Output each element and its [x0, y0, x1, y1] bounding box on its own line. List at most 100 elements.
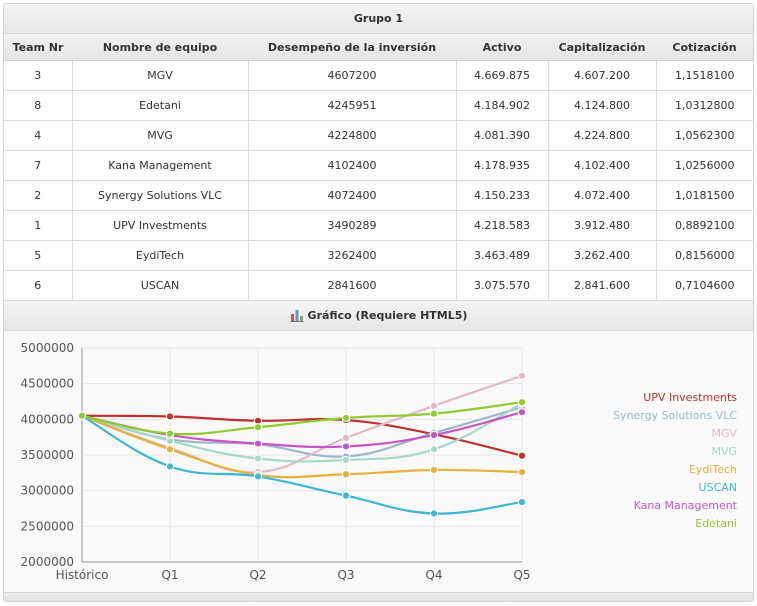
data-point-mvg	[341, 455, 351, 465]
series-line-edetani	[81, 401, 523, 436]
cell-quotation: 1,1518100	[656, 60, 753, 91]
cell-assets: 4.218.583	[456, 210, 549, 241]
data-point-eyditech	[517, 468, 527, 477]
series-line-mgv	[81, 374, 523, 474]
cell-performance: 4102400	[248, 150, 457, 181]
cell-team-nr: 5	[4, 240, 73, 271]
data-point-uscan	[517, 497, 527, 507]
cell-team-name: Edetani	[72, 90, 249, 121]
data-point-uscan	[429, 509, 439, 518]
cell-team-name: USCAN	[72, 270, 249, 301]
y-tick-label: 2000000	[21, 555, 74, 569]
data-point-mvg	[429, 445, 439, 454]
series-line-mvg	[81, 402, 523, 463]
legend-item-upv-investments[interactable]: UPV Investments	[643, 391, 737, 404]
chart-area: 5000000 4500000 4000000 3500000 3000000 25000…	[4, 331, 753, 599]
cell-team-name: UPV Investments	[72, 210, 249, 241]
legend-item-synergy-solutions-vlc[interactable]: Synergy Solutions VLC	[613, 409, 737, 422]
cell-performance: 4224800	[248, 120, 457, 151]
cell-quotation: 1,0181500	[656, 180, 753, 211]
cell-capitalization: 4.102.400	[548, 150, 657, 181]
cell-performance: 4607200	[248, 60, 457, 91]
cell-capitalization: 4.224.800	[548, 120, 657, 151]
col-header-capitalization[interactable]: Capitalización	[548, 34, 656, 61]
cell-assets: 3.075.570	[456, 270, 549, 301]
y-tick-label: 5000000	[21, 341, 74, 355]
data-point-edetani	[341, 413, 351, 423]
col-header-assets[interactable]: Activo	[456, 34, 548, 61]
chart-header: Gráfico (Requiere HTML5)	[4, 301, 753, 331]
data-point-edetani	[77, 411, 87, 420]
cell-capitalization: 4.124.800	[548, 90, 657, 121]
cell-team-nr: 4	[4, 120, 73, 151]
cell-assets: 4.150.233	[456, 180, 549, 211]
table-row: 1 UPV Investments 3490289 4.218.583 3.91…	[4, 210, 753, 241]
y-tick-label: 3000000	[21, 484, 74, 498]
x-tick-label: Histórico	[56, 568, 109, 582]
cell-capitalization: 3.262.400	[548, 240, 657, 271]
cell-team-nr: 6	[4, 270, 73, 301]
col-header-performance[interactable]: Desempeño de la inversión	[248, 34, 456, 61]
table-row: 6 USCAN 2841600 3.075.570 2.841.600 0,71…	[4, 270, 753, 301]
cell-team-name: MGV	[72, 60, 249, 91]
data-point-upv-investments	[165, 412, 175, 421]
cell-quotation: 1,0562300	[656, 120, 753, 151]
series-line-uscan	[81, 414, 523, 515]
legend-item-uscan[interactable]: USCAN	[698, 481, 737, 494]
legend-item-kana-management[interactable]: Kana Management	[633, 499, 737, 512]
x-tick-label: Q3	[337, 568, 354, 582]
cell-assets: 3.463.489	[456, 240, 549, 271]
data-point-mvg	[253, 454, 263, 463]
data-point-mgv	[517, 371, 527, 380]
data-point-edetani	[165, 429, 175, 438]
cell-team-nr: 8	[4, 90, 73, 121]
cell-quotation: 0,8156000	[656, 240, 753, 271]
data-point-edetani	[253, 423, 263, 432]
table-row: 4 MVG 4224800 4.081.390 4.224.800 1,0562…	[4, 120, 753, 151]
legend-item-mgv[interactable]: MGV	[711, 427, 737, 440]
cell-quotation: 0,7104600	[656, 270, 753, 301]
x-tick-label: Q2	[249, 568, 266, 582]
cell-performance: 2841600	[248, 270, 457, 301]
cell-performance: 3490289	[248, 210, 457, 241]
cell-capitalization: 4.607.200	[548, 60, 657, 91]
y-tick-label: 2500000	[21, 519, 74, 533]
cell-team-nr: 3	[4, 60, 73, 91]
cell-assets: 4.178.935	[456, 150, 549, 181]
y-tick-label: 3500000	[21, 448, 74, 462]
y-tick-label: 4500000	[21, 377, 74, 391]
x-tick-label: Q1	[161, 568, 178, 582]
cell-capitalization: 3.912.480	[548, 210, 657, 241]
cell-quotation: 1,0256000	[656, 150, 753, 181]
data-point-uscan	[253, 472, 263, 481]
table-row: 3 MGV 4607200 4.669.875 4.607.200 1,1518…	[4, 60, 753, 91]
data-point-eyditech	[341, 470, 351, 479]
y-tick-label: 4000000	[21, 412, 74, 426]
data-point-edetani	[517, 398, 527, 407]
ranking-panel: Grupo 1 Team Nr Nombre de equipo Desempe…	[3, 3, 754, 602]
cell-quotation: 0,8892100	[656, 210, 753, 241]
data-point-upv-investments	[517, 451, 527, 460]
legend-item-mvg[interactable]: MVG	[711, 445, 737, 458]
cell-team-name: EydiTech	[72, 240, 249, 271]
cell-team-name: Kana Management	[72, 150, 249, 181]
line-chart[interactable]: 5000000 4500000 4000000 3500000 3000000 25000…	[4, 331, 753, 599]
cell-capitalization: 4.072.400	[548, 180, 657, 211]
data-point-uscan	[341, 491, 351, 500]
cell-team-nr: 7	[4, 150, 73, 181]
col-header-team-name[interactable]: Nombre de equipo	[72, 34, 248, 61]
chart-header-label: Gráfico (Requiere HTML5)	[307, 309, 468, 322]
data-point-mgv	[341, 433, 351, 442]
legend-item-edetani[interactable]: Edetani	[695, 517, 737, 530]
cell-assets: 4.081.390	[456, 120, 549, 151]
series-line-upv-investments	[81, 414, 523, 457]
cell-performance: 4245951	[248, 90, 457, 121]
group-title: Grupo 1	[4, 4, 753, 34]
table-row: 5 EydiTech 3262400 3.463.489 3.262.400 0…	[4, 240, 753, 271]
data-point-kana-management	[253, 439, 263, 448]
legend-item-eyditech[interactable]: EydiTech	[688, 463, 737, 476]
col-header-team-nr[interactable]: Team Nr	[4, 34, 72, 61]
data-point-kana-management	[429, 430, 439, 440]
data-point-uscan	[165, 462, 175, 471]
col-header-quotation[interactable]: Cotización	[656, 34, 753, 61]
